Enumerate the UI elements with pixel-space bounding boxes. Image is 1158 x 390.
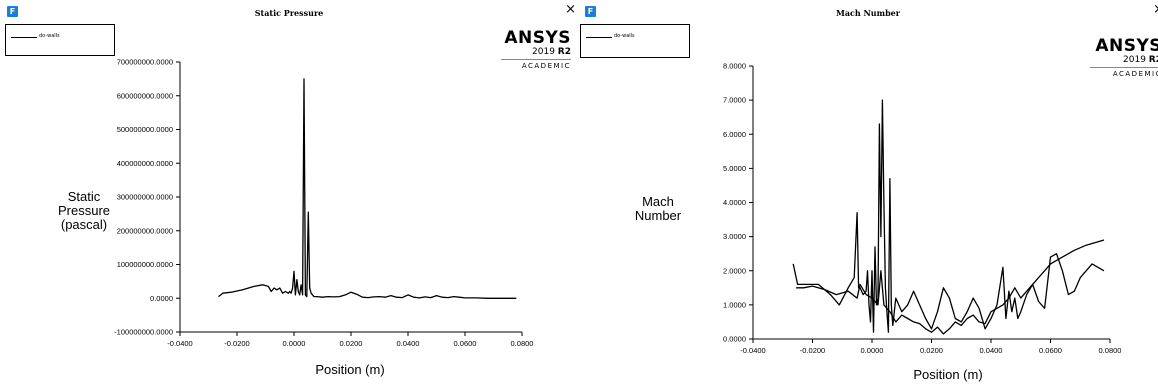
y-tick-label: 6.0000 [723,130,746,139]
y-tick-label: 700000000.0000 [117,58,173,67]
title-bar: F Static Pressure × [0,0,578,22]
x-tick-label: 0.0000 [861,346,884,355]
ansys-logo: ANSYS 2019 R2 ACADEMIC [501,29,571,70]
x-axis-title: Position (m) [913,367,983,382]
logo-version: 2019 R2 [1123,55,1158,65]
y-tick-label: 300000000.0000 [117,193,173,202]
logo-edition: ACADEMIC [521,62,571,70]
series-line-1 [796,239,1105,335]
y-tick-label: 400000000.0000 [117,159,173,168]
y-tick-label: 600000000.0000 [117,91,173,100]
y-tick-label: -100000000.0000 [114,328,173,337]
y-axis-title: Static Pressure (pascal) [57,189,111,232]
y-tick-label: 2.0000 [723,266,746,275]
static-pressure-window: F Static Pressure × do-walls ANSYS 2019 … [0,0,578,390]
close-icon[interactable]: × [565,2,576,17]
x-tick-label: 0.0200 [340,339,363,348]
logo-version: 2019 R2 [532,47,571,57]
x-tick-label: 0.0200 [920,346,943,355]
x-tick-label: -0.0400 [167,339,192,348]
x-tick-label: 0.0600 [1039,346,1062,355]
x-tick-label: 0.0600 [454,339,477,348]
x-tick-label: 0.0800 [511,339,534,348]
y-tick-label: 200000000.0000 [117,226,173,235]
legend-swatch [586,37,612,38]
y-tick-label: 5.0000 [723,164,746,173]
x-tick-label: -0.0400 [740,346,765,355]
fluent-app-icon: F [585,6,596,17]
legend-swatch [11,37,37,38]
mach-number-plot: 8.0000 7.0000 6.0000 5.0000 4.0000 3.0000 2.00… [723,62,1122,356]
series-line-0 [792,99,1105,333]
legend: do-walls [580,24,690,58]
window-title: Mach Number [835,8,900,18]
x-tick-label: -0.0200 [224,339,249,348]
y-tick-label: 0.0000 [723,335,746,344]
y-tick-label: 8.0000 [723,62,746,71]
static-pressure-plot: 700000000.0000 600000000.0000 500000000.00… [114,58,534,349]
y-tick-label: 500000000.0000 [117,125,173,134]
x-tick-label: 0.0400 [397,339,420,348]
x-tick-label: 0.0800 [1099,346,1122,355]
y-tick-label: 0.0000 [150,294,173,303]
legend-label: do-walls [614,33,635,39]
window-title: Static Pressure [254,8,324,18]
logo-brand: ANSYS [504,28,571,48]
legend-label: do-walls [39,33,60,39]
fluent-app-icon: F [7,6,18,17]
ansys-logo: ANSYS 2019 R2 ACADEMIC [1090,37,1158,78]
x-tick-label: 0.0000 [283,339,306,348]
close-icon[interactable]: × [1153,3,1158,17]
y-tick-label: 3.0000 [723,232,746,241]
y-tick-label: 7.0000 [723,96,746,105]
mach-number-window: F Mach Number × do-walls ANSYS 2019 R2 A… [578,0,1158,390]
y-tick-label: 1.0000 [723,300,746,309]
y-tick-label: 100000000.0000 [117,260,173,269]
title-bar: F Mach Number × [578,0,1158,22]
legend: do-walls [5,24,115,56]
logo-brand: ANSYS [1095,36,1158,56]
x-tick-label: 0.0400 [980,346,1003,355]
y-tick-label: 4.0000 [723,198,746,207]
x-tick-label: -0.0200 [800,346,825,355]
series-line-0 [218,78,517,299]
x-axis-title: Position (m) [315,362,385,377]
logo-edition: ACADEMIC [1112,70,1158,78]
y-axis-title: Mach Number [634,194,682,223]
